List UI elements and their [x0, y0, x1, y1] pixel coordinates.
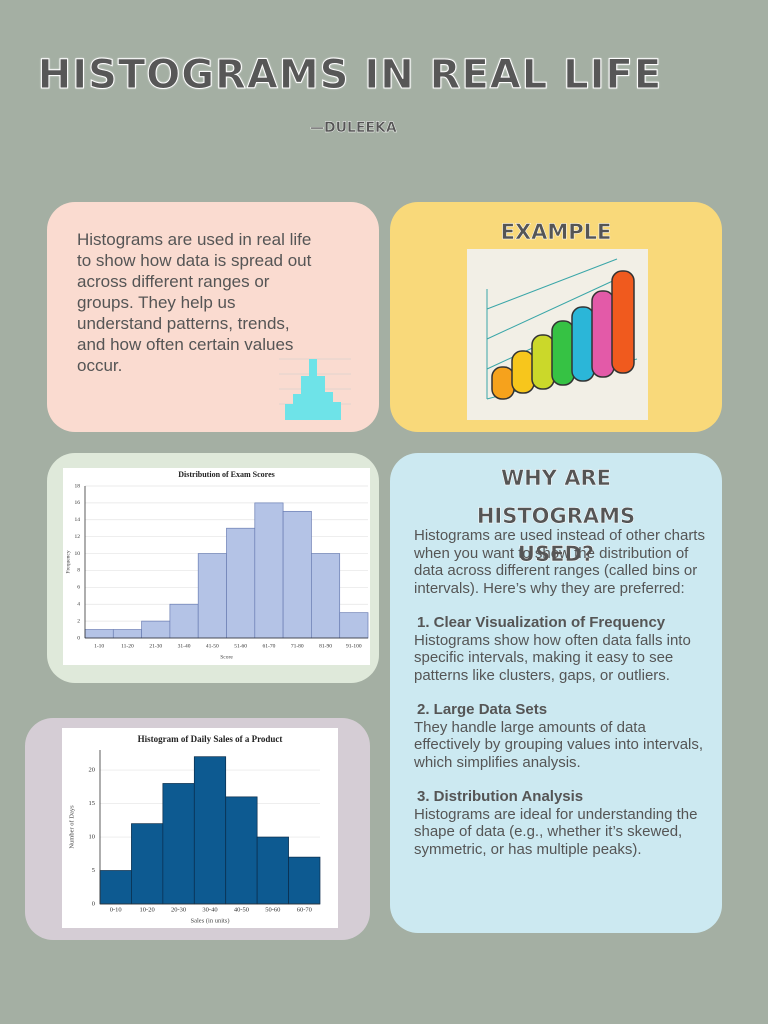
bar [225, 796, 258, 905]
bar [339, 612, 369, 639]
y-tick-label: 0 [77, 635, 80, 641]
bar [254, 502, 284, 639]
y-tick-label: 0 [92, 900, 95, 907]
x-tick-label: 11-20 [121, 643, 134, 649]
x-tick-label: 81-90 [319, 643, 332, 649]
x-tick-label: 0-10 [110, 906, 122, 913]
bar [311, 553, 341, 639]
y-tick-label: 8 [77, 568, 80, 574]
point-text: Histograms are ideal for understanding t… [414, 805, 698, 858]
x-tick-label: 30-40 [202, 906, 217, 913]
point-title: 1. Clear Visualization of Frequency [417, 614, 666, 631]
y-tick-label: 14 [75, 517, 81, 523]
chart-title: Histogram of Daily Sales of a Product [138, 734, 283, 744]
why-text: Histograms are used instead of other cha… [414, 527, 705, 597]
x-tick-label: 1-10 [94, 643, 104, 649]
x-tick-label: 41-50 [206, 643, 219, 649]
why-card: WHY ARE HISTOGRAMS USED? Histograms are … [390, 453, 722, 933]
x-tick-label: 50-60 [265, 906, 280, 913]
bar [197, 553, 227, 639]
bar [193, 756, 227, 905]
y-tick-label: 6 [77, 585, 80, 591]
author: —DULEEKA [310, 120, 397, 136]
x-tick-label: 40-50 [234, 906, 249, 913]
example-image [467, 249, 648, 420]
y-tick-label: 2 [77, 618, 80, 624]
point-text: They handle large amounts of data effect… [414, 718, 704, 771]
y-tick-label: 5 [92, 867, 95, 874]
bar [256, 836, 289, 905]
x-tick-label: 51-60 [234, 643, 247, 649]
point: 1. Clear Visualization of Frequency Histo… [414, 614, 709, 684]
point-title: 2. Large Data Sets [417, 701, 548, 718]
chart-card-1: Distribution of Exam Scores Score Frequenc… [47, 453, 379, 683]
bar [141, 620, 171, 639]
chart: Distribution of Exam Scores Score Frequenc… [63, 468, 370, 665]
y-tick-label: 15 [89, 800, 96, 807]
x-tick-label: 91-100 [346, 643, 362, 649]
why-body: Histograms are used instead of other cha… [414, 527, 709, 858]
example-card: EXAMPLE [390, 202, 722, 432]
x-axis-label: Score [220, 654, 233, 660]
point: 2. Large Data Sets They handle large amou… [414, 701, 709, 771]
x-tick-label: 21-30 [149, 643, 162, 649]
chart: Histogram of Daily Sales of a Product Sal… [62, 728, 338, 928]
y-tick-label: 18 [75, 483, 81, 489]
point-text: Histograms show how often data falls int… [414, 631, 691, 684]
why-points: 1. Clear Visualization of Frequency Histo… [414, 614, 709, 858]
bar [112, 629, 142, 639]
point: 3. Distribution Analysis Histograms are i… [414, 788, 709, 858]
y-tick-label: 12 [75, 534, 81, 540]
y-axis-label: Number of Days [68, 805, 75, 849]
chart-card-2: Histogram of Daily Sales of a Product Sal… [25, 718, 370, 940]
bar [162, 783, 195, 905]
x-tick-label: 20-30 [171, 906, 186, 913]
point-title: 3. Distribution Analysis [417, 788, 584, 805]
x-tick-label: 71-80 [291, 643, 304, 649]
why-heading: WHY ARE HISTOGRAMS USED? [476, 466, 636, 567]
bar [99, 870, 132, 905]
intro-card: Histograms are used in real life to show… [47, 202, 379, 432]
y-tick-label: 10 [89, 834, 96, 841]
x-axis-label: Sales (in units) [191, 917, 230, 924]
example-heading: EXAMPLE [500, 220, 612, 245]
y-tick-label: 4 [77, 601, 80, 607]
x-tick-label: 10-20 [140, 906, 155, 913]
bar [131, 823, 164, 905]
intro-text: Histograms are used in real life to show… [77, 230, 312, 375]
bar [282, 510, 312, 639]
y-tick-label: 20 [89, 767, 96, 774]
chart-title: Distribution of Exam Scores [178, 470, 275, 479]
title: HISTOGRAMS IN REAL LIFE [37, 52, 663, 99]
x-tick-label: 61-70 [263, 643, 276, 649]
x-tick-label: 31-40 [178, 643, 191, 649]
y-axis-label: Frequency [65, 550, 71, 573]
icon-histogram [279, 358, 351, 420]
x-tick-label: 60-70 [297, 906, 312, 913]
y-tick-label: 16 [75, 500, 81, 506]
bar [84, 629, 114, 639]
bar [288, 856, 321, 905]
bar [226, 527, 256, 639]
bar [169, 603, 199, 639]
y-tick-label: 10 [75, 551, 81, 557]
